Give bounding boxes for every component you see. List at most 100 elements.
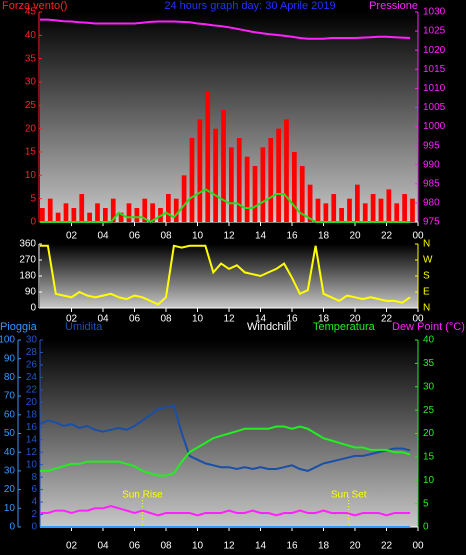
bar xyxy=(47,198,53,222)
y2-tick-label: 0 xyxy=(423,522,429,533)
line xyxy=(40,18,411,40)
y2-tick-label: N xyxy=(423,303,430,314)
y-tick-label: 10 xyxy=(25,170,37,181)
y2-tick-label: 1005 xyxy=(423,102,446,113)
x-tick-label: 20 xyxy=(349,541,361,552)
y2-tick-label: 995 xyxy=(423,140,440,151)
bar xyxy=(362,203,368,222)
y2-tick-label: 990 xyxy=(423,159,440,170)
x-tick-label: 06 xyxy=(129,231,141,242)
y3-tick-label: 4 xyxy=(31,497,37,508)
bar xyxy=(87,212,92,222)
x-tick-label: 22 xyxy=(381,314,393,325)
x-tick-label: 14 xyxy=(255,541,267,552)
y2-tick-label: N xyxy=(423,239,430,250)
chart-title: 24 hours graph day: 30 Aprile 2019 xyxy=(164,0,335,12)
bar xyxy=(331,194,337,222)
y2-tick-label: 15 xyxy=(423,452,435,463)
y3-tick-label: 10 xyxy=(26,459,38,470)
y-tick-label: 360 xyxy=(19,239,36,250)
y-tick-label: 0 xyxy=(9,522,15,533)
bar xyxy=(134,208,140,222)
x-tick-label: 18 xyxy=(318,231,330,242)
y-tick-label: 50 xyxy=(4,428,16,439)
y2-tick-label: 980 xyxy=(423,198,440,209)
y2-tick-label: 1030 xyxy=(423,7,446,18)
x-tick-label: 10 xyxy=(192,541,204,552)
bar xyxy=(126,203,132,222)
bar xyxy=(299,166,305,222)
y-axis-label: Forza vento() xyxy=(2,0,67,12)
bar xyxy=(370,194,376,222)
y2-tick-label: 20 xyxy=(423,428,435,439)
y-tick-label: 90 xyxy=(25,287,37,298)
y-tick-label: 20 xyxy=(25,123,37,134)
y-tick-label: 90 xyxy=(4,353,16,364)
bar xyxy=(260,147,266,222)
legend-label: Pioggia xyxy=(0,321,38,333)
y-tick-label: 5 xyxy=(30,193,36,204)
y2-tick-label: S xyxy=(423,271,430,282)
line xyxy=(40,504,411,517)
y2-axis-label: Pressione xyxy=(369,0,418,12)
bar xyxy=(323,203,329,222)
y-tick-label: 40 xyxy=(4,447,16,458)
bar xyxy=(347,198,352,222)
bar xyxy=(339,208,344,222)
y3-tick-label: 20 xyxy=(26,397,38,408)
x-tick-label: 06 xyxy=(129,541,141,552)
y2-tick-label: 25 xyxy=(423,405,435,416)
y-tick-label: 30 xyxy=(4,466,16,477)
bar xyxy=(221,110,226,222)
y3-tick-label: 6 xyxy=(31,484,37,495)
bar xyxy=(197,119,203,222)
y3-tick-label: 26 xyxy=(26,360,38,371)
y2-tick-label: 35 xyxy=(423,358,435,369)
y-tick-label: 0 xyxy=(30,303,36,314)
bar xyxy=(63,203,69,222)
x-tick-label: 18 xyxy=(318,314,330,325)
line xyxy=(40,188,411,224)
x-tick-label: 02 xyxy=(66,231,78,242)
y2-tick-label: 975 xyxy=(423,217,440,228)
bar xyxy=(268,138,274,222)
y3-tick-label: 16 xyxy=(26,422,38,433)
bar xyxy=(103,208,108,222)
x-tick-label: 12 xyxy=(223,314,235,325)
y-tick-label: 70 xyxy=(4,391,16,402)
legend-label: Umidita xyxy=(65,321,103,333)
y-tick-label: 80 xyxy=(4,372,16,383)
y2-tick-label: 1020 xyxy=(423,45,446,56)
y2-tick-label: 1025 xyxy=(423,26,446,37)
bar xyxy=(55,212,61,222)
bar xyxy=(394,203,400,222)
x-tick-label: 10 xyxy=(192,231,204,242)
bar xyxy=(79,194,85,222)
bar xyxy=(40,208,45,222)
x-tick-label: 18 xyxy=(318,541,330,552)
x-tick-label: 16 xyxy=(286,541,298,552)
y2-tick-label: E xyxy=(423,287,430,298)
bar xyxy=(276,128,281,222)
x-tick-label: 08 xyxy=(160,314,172,325)
bar xyxy=(150,203,155,222)
bar xyxy=(142,198,148,222)
bar xyxy=(205,91,211,222)
bar xyxy=(181,175,187,222)
y-tick-label: 45 xyxy=(25,7,37,18)
bar xyxy=(252,166,258,222)
bar xyxy=(355,184,360,222)
legend-label: Temperatura xyxy=(313,321,376,333)
x-tick-label: 20 xyxy=(349,231,361,242)
y-tick-label: 0 xyxy=(30,217,36,228)
annotation: Sun Rise xyxy=(122,490,163,501)
bar xyxy=(189,138,195,222)
x-tick-label: 08 xyxy=(160,541,172,552)
x-tick-label: 22 xyxy=(381,231,393,242)
y3-tick-label: 22 xyxy=(26,385,38,396)
y3-tick-label: 18 xyxy=(26,409,38,420)
x-tick-label: 20 xyxy=(349,314,361,325)
x-tick-label: 12 xyxy=(223,231,235,242)
